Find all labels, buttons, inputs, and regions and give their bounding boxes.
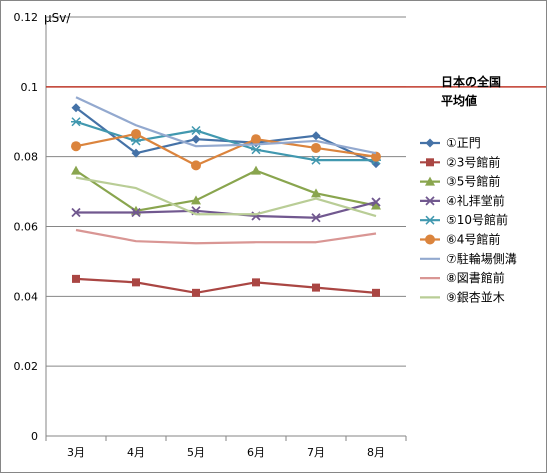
data-point <box>131 207 141 218</box>
legend: ①正門 ②3号館前 ③5号館前 ④礼拝堂前 ⑤10号館前 ⑥4号館前 ⑦駐輪場側溝 ⑧図書館前… <box>420 136 517 304</box>
x-tick-label: 5月 <box>187 446 205 459</box>
y-tick-label: 0.04 <box>14 290 39 303</box>
y-tick-label: 0.08 <box>14 151 39 164</box>
legend-label: ⑦駐輪場側溝 <box>446 251 517 266</box>
data-point <box>131 128 141 139</box>
y-tick-label: 0.1 <box>21 81 39 94</box>
legend-entry-9: ⑨銀杏並木 <box>420 290 505 304</box>
data-point <box>71 117 81 127</box>
data-point <box>251 165 261 175</box>
legend-entry-7: ⑦駐輪場側溝 <box>420 251 517 266</box>
data-point <box>72 274 80 283</box>
data-point <box>251 145 261 155</box>
data-point <box>311 142 321 153</box>
x-tick-label: 3月 <box>67 446 85 459</box>
data-point <box>71 141 81 152</box>
legend-swatch-marker <box>425 138 435 148</box>
data-point <box>131 148 141 158</box>
y-tick-label: 0.06 <box>14 221 39 234</box>
series-9 <box>75 176 377 218</box>
series-line <box>75 96 377 155</box>
marker-stroke <box>131 207 141 218</box>
data-point <box>131 136 141 146</box>
legend-label: ⑨銀杏並木 <box>446 290 505 304</box>
legend-swatch-marker <box>425 215 435 225</box>
reference-line-label: 日本の全国 <box>441 74 501 89</box>
data-point <box>132 278 140 287</box>
data-point <box>191 125 201 136</box>
series-line <box>75 169 377 212</box>
series-line <box>75 228 377 245</box>
y-axis-unit-label: μSv/ <box>44 11 71 25</box>
data-point <box>71 207 81 218</box>
legend-label: ③5号館前 <box>446 174 500 189</box>
series-line <box>75 277 377 294</box>
data-point <box>191 134 201 144</box>
legend-label: ⑧図書館前 <box>446 270 505 285</box>
series-6 <box>71 128 381 171</box>
data-point <box>71 103 81 113</box>
data-point <box>312 283 320 292</box>
x-tick-label: 7月 <box>307 446 325 459</box>
series-5 <box>71 117 381 165</box>
data-point <box>311 213 321 223</box>
series-3 <box>71 165 381 215</box>
data-point <box>311 131 321 141</box>
axis-layer: 0 0.02 0.04 0.06 0.08 0.1 0.12 3月 4月 5月 6月 7月 8月 <box>14 11 407 459</box>
marker-stroke <box>425 196 435 206</box>
legend-swatch-marker <box>425 196 435 206</box>
reference-line-label: 平均値 <box>441 93 477 108</box>
legend-entry-4: ④礼拝堂前 <box>420 193 505 208</box>
series-line <box>75 132 377 167</box>
data-point <box>191 195 201 205</box>
series-line <box>75 120 376 162</box>
legend-entry-2: ②3号館前 <box>420 154 500 169</box>
data-point <box>371 197 381 207</box>
x-tick-label: 6月 <box>247 446 265 459</box>
series-8 <box>75 228 377 245</box>
legend-label: ①正門 <box>446 136 481 150</box>
series-layer <box>71 96 381 297</box>
legend-swatch-marker <box>425 234 435 245</box>
legend-swatch-marker <box>426 158 434 167</box>
x-tick-label: 4月 <box>127 446 145 459</box>
data-point <box>311 155 321 165</box>
legend-label: ⑤10号館前 <box>446 212 508 227</box>
data-point <box>371 151 381 162</box>
legend-swatch-marker <box>425 176 435 186</box>
data-point <box>71 165 81 175</box>
legend-entry-1: ①正門 <box>420 136 481 150</box>
legend-entry-8: ⑧図書館前 <box>420 270 505 285</box>
marker-stroke <box>311 213 321 223</box>
data-point <box>251 134 261 145</box>
data-point <box>372 288 380 297</box>
y-tick-label: 0 <box>31 430 38 443</box>
data-point <box>311 188 321 198</box>
data-point <box>191 160 201 171</box>
series-2 <box>72 274 380 297</box>
legend-entry-6: ⑥4号館前 <box>420 232 500 247</box>
series-7 <box>75 96 377 155</box>
y-tick-label: 0.02 <box>14 360 39 373</box>
series-line <box>75 176 377 218</box>
x-tick-label: 8月 <box>367 446 385 459</box>
legend-label: ②3号館前 <box>446 154 500 169</box>
series-line <box>76 200 377 219</box>
y-tick-label: 0.12 <box>14 11 39 24</box>
legend-label: ⑥4号館前 <box>446 232 500 247</box>
legend-label: ④礼拝堂前 <box>446 193 505 208</box>
grid-layer <box>46 16 406 367</box>
legend-entry-3: ③5号館前 <box>420 174 500 189</box>
series-4 <box>71 197 381 223</box>
data-point <box>252 278 260 287</box>
marker-stroke <box>71 207 81 218</box>
data-point <box>192 288 200 297</box>
marker-stroke <box>371 197 381 207</box>
legend-entry-5: ⑤10号館前 <box>420 212 508 227</box>
data-point <box>371 200 381 210</box>
